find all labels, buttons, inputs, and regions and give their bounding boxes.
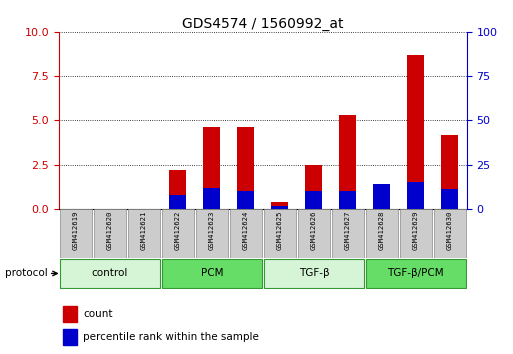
Text: GSM412626: GSM412626 xyxy=(311,210,317,250)
Text: PCM: PCM xyxy=(201,268,223,279)
Bar xyxy=(162,209,194,258)
Text: GSM412630: GSM412630 xyxy=(447,210,453,250)
Bar xyxy=(238,127,254,209)
Text: GSM412623: GSM412623 xyxy=(209,210,215,250)
Bar xyxy=(332,209,364,258)
Bar xyxy=(169,170,186,209)
Bar xyxy=(196,209,228,258)
Bar xyxy=(441,189,458,209)
Text: GSM412619: GSM412619 xyxy=(73,210,79,250)
Bar xyxy=(204,127,221,209)
Bar xyxy=(373,184,390,209)
Text: TGF-β: TGF-β xyxy=(299,268,329,279)
Bar xyxy=(271,206,288,209)
Bar xyxy=(230,209,262,258)
Text: GSM412624: GSM412624 xyxy=(243,210,249,250)
Title: GDS4574 / 1560992_at: GDS4574 / 1560992_at xyxy=(182,17,344,31)
Text: GSM412622: GSM412622 xyxy=(175,210,181,250)
Text: TGF-β/PCM: TGF-β/PCM xyxy=(387,268,444,279)
Bar xyxy=(94,209,126,258)
Text: GSM412620: GSM412620 xyxy=(107,210,113,250)
Bar xyxy=(169,195,186,209)
Text: count: count xyxy=(84,309,113,319)
Bar xyxy=(204,188,221,209)
Bar xyxy=(264,259,364,288)
Text: control: control xyxy=(92,268,128,279)
Bar xyxy=(340,191,357,209)
Bar xyxy=(407,182,424,209)
Bar xyxy=(63,329,77,344)
Bar xyxy=(400,209,432,258)
Text: GSM412625: GSM412625 xyxy=(277,210,283,250)
Text: GSM412621: GSM412621 xyxy=(141,210,147,250)
Text: GSM412628: GSM412628 xyxy=(379,210,385,250)
Bar xyxy=(63,306,77,322)
Bar xyxy=(366,259,466,288)
Bar xyxy=(271,202,288,209)
Bar xyxy=(264,209,296,258)
Bar xyxy=(305,166,322,209)
Bar xyxy=(60,259,160,288)
Bar xyxy=(366,209,398,258)
Text: protocol: protocol xyxy=(5,268,48,278)
Text: GSM412627: GSM412627 xyxy=(345,210,351,250)
Bar xyxy=(340,115,357,209)
Bar xyxy=(162,259,262,288)
Bar xyxy=(238,191,254,209)
Bar xyxy=(441,135,458,209)
Text: percentile rank within the sample: percentile rank within the sample xyxy=(84,332,260,342)
Bar xyxy=(434,209,466,258)
Bar xyxy=(60,209,92,258)
Bar xyxy=(298,209,330,258)
Bar xyxy=(305,191,322,209)
Bar xyxy=(407,55,424,209)
Text: GSM412629: GSM412629 xyxy=(413,210,419,250)
Bar xyxy=(128,209,160,258)
